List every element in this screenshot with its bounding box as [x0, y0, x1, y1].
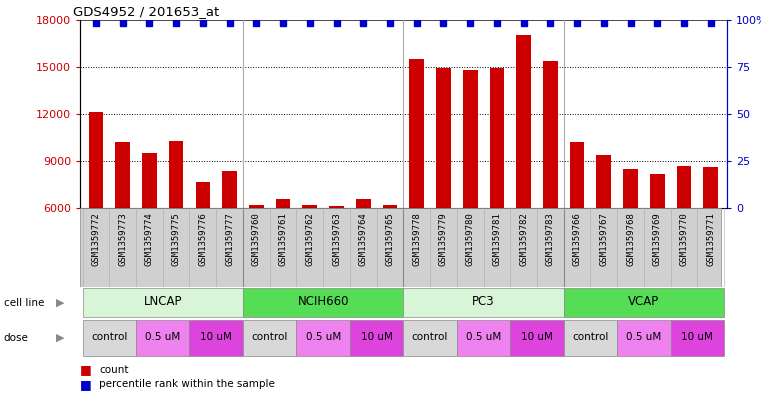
- Text: 0.5 uM: 0.5 uM: [626, 332, 661, 342]
- Bar: [302, 205, 317, 208]
- Bar: [169, 141, 183, 208]
- Bar: [597, 155, 611, 208]
- FancyBboxPatch shape: [243, 288, 403, 317]
- Text: VCAP: VCAP: [629, 296, 660, 309]
- Bar: [703, 167, 718, 208]
- FancyBboxPatch shape: [564, 288, 724, 317]
- Bar: [249, 205, 263, 208]
- FancyBboxPatch shape: [136, 320, 189, 356]
- FancyBboxPatch shape: [617, 320, 670, 356]
- Bar: [356, 199, 371, 208]
- Text: GSM1359780: GSM1359780: [466, 212, 475, 266]
- FancyBboxPatch shape: [670, 320, 724, 356]
- Text: GSM1359764: GSM1359764: [358, 212, 368, 266]
- Text: GSM1359770: GSM1359770: [680, 212, 689, 266]
- Text: GSM1359778: GSM1359778: [412, 212, 421, 266]
- Text: cell line: cell line: [4, 298, 44, 308]
- FancyBboxPatch shape: [403, 288, 564, 317]
- Text: GSM1359767: GSM1359767: [600, 212, 608, 266]
- Text: GSM1359773: GSM1359773: [118, 212, 127, 266]
- Bar: [330, 206, 344, 208]
- Text: GSM1359761: GSM1359761: [279, 212, 288, 266]
- Text: GSM1359762: GSM1359762: [305, 212, 314, 266]
- Bar: [570, 142, 584, 208]
- Text: 0.5 uM: 0.5 uM: [305, 332, 341, 342]
- Text: GSM1359766: GSM1359766: [572, 212, 581, 266]
- Text: control: control: [572, 332, 609, 342]
- Bar: [516, 35, 531, 208]
- FancyBboxPatch shape: [297, 320, 350, 356]
- Text: GSM1359769: GSM1359769: [653, 212, 662, 266]
- Bar: [463, 70, 477, 208]
- Bar: [489, 68, 505, 208]
- Text: control: control: [412, 332, 448, 342]
- FancyBboxPatch shape: [457, 320, 510, 356]
- Text: control: control: [251, 332, 288, 342]
- FancyBboxPatch shape: [189, 320, 243, 356]
- Text: PC3: PC3: [473, 296, 495, 309]
- Text: 0.5 uM: 0.5 uM: [466, 332, 501, 342]
- Text: GSM1359771: GSM1359771: [706, 212, 715, 266]
- Text: 10 uM: 10 uM: [681, 332, 713, 342]
- Bar: [543, 61, 558, 208]
- Bar: [88, 112, 103, 208]
- Bar: [623, 169, 638, 208]
- Text: LNCAP: LNCAP: [144, 296, 182, 309]
- Text: GSM1359765: GSM1359765: [386, 212, 394, 266]
- Bar: [383, 205, 397, 208]
- Text: GSM1359772: GSM1359772: [91, 212, 100, 266]
- Text: GSM1359775: GSM1359775: [172, 212, 180, 266]
- Text: control: control: [91, 332, 128, 342]
- FancyBboxPatch shape: [80, 208, 721, 287]
- Text: GSM1359763: GSM1359763: [332, 212, 341, 266]
- FancyBboxPatch shape: [83, 288, 243, 317]
- Text: count: count: [99, 365, 129, 375]
- Bar: [142, 153, 157, 208]
- FancyBboxPatch shape: [564, 320, 617, 356]
- FancyBboxPatch shape: [83, 320, 136, 356]
- Text: GSM1359782: GSM1359782: [519, 212, 528, 266]
- Bar: [677, 166, 691, 208]
- FancyBboxPatch shape: [510, 320, 564, 356]
- Text: percentile rank within the sample: percentile rank within the sample: [99, 379, 275, 389]
- FancyBboxPatch shape: [350, 320, 403, 356]
- Bar: [436, 68, 451, 208]
- Bar: [116, 142, 130, 208]
- Text: NCIH660: NCIH660: [298, 296, 349, 309]
- Text: GSM1359781: GSM1359781: [492, 212, 501, 266]
- Bar: [650, 174, 664, 208]
- Bar: [409, 59, 424, 208]
- Text: GSM1359768: GSM1359768: [626, 212, 635, 266]
- Text: GSM1359779: GSM1359779: [439, 212, 448, 266]
- Text: ■: ■: [80, 364, 91, 376]
- Text: ▶: ▶: [56, 298, 64, 308]
- Text: ■: ■: [80, 378, 91, 391]
- Bar: [275, 199, 291, 208]
- FancyBboxPatch shape: [403, 320, 457, 356]
- Text: 0.5 uM: 0.5 uM: [145, 332, 180, 342]
- Text: ▶: ▶: [56, 333, 64, 343]
- FancyBboxPatch shape: [243, 320, 297, 356]
- Text: GSM1359783: GSM1359783: [546, 212, 555, 266]
- Text: GSM1359777: GSM1359777: [225, 212, 234, 266]
- Text: dose: dose: [4, 333, 29, 343]
- Bar: [196, 182, 210, 208]
- Text: GSM1359776: GSM1359776: [199, 212, 207, 266]
- Bar: [222, 171, 237, 208]
- Text: GSM1359760: GSM1359760: [252, 212, 261, 266]
- Text: 10 uM: 10 uM: [200, 332, 232, 342]
- Text: 10 uM: 10 uM: [361, 332, 393, 342]
- Text: 10 uM: 10 uM: [521, 332, 553, 342]
- Text: GDS4952 / 201653_at: GDS4952 / 201653_at: [73, 6, 220, 18]
- Text: GSM1359774: GSM1359774: [145, 212, 154, 266]
